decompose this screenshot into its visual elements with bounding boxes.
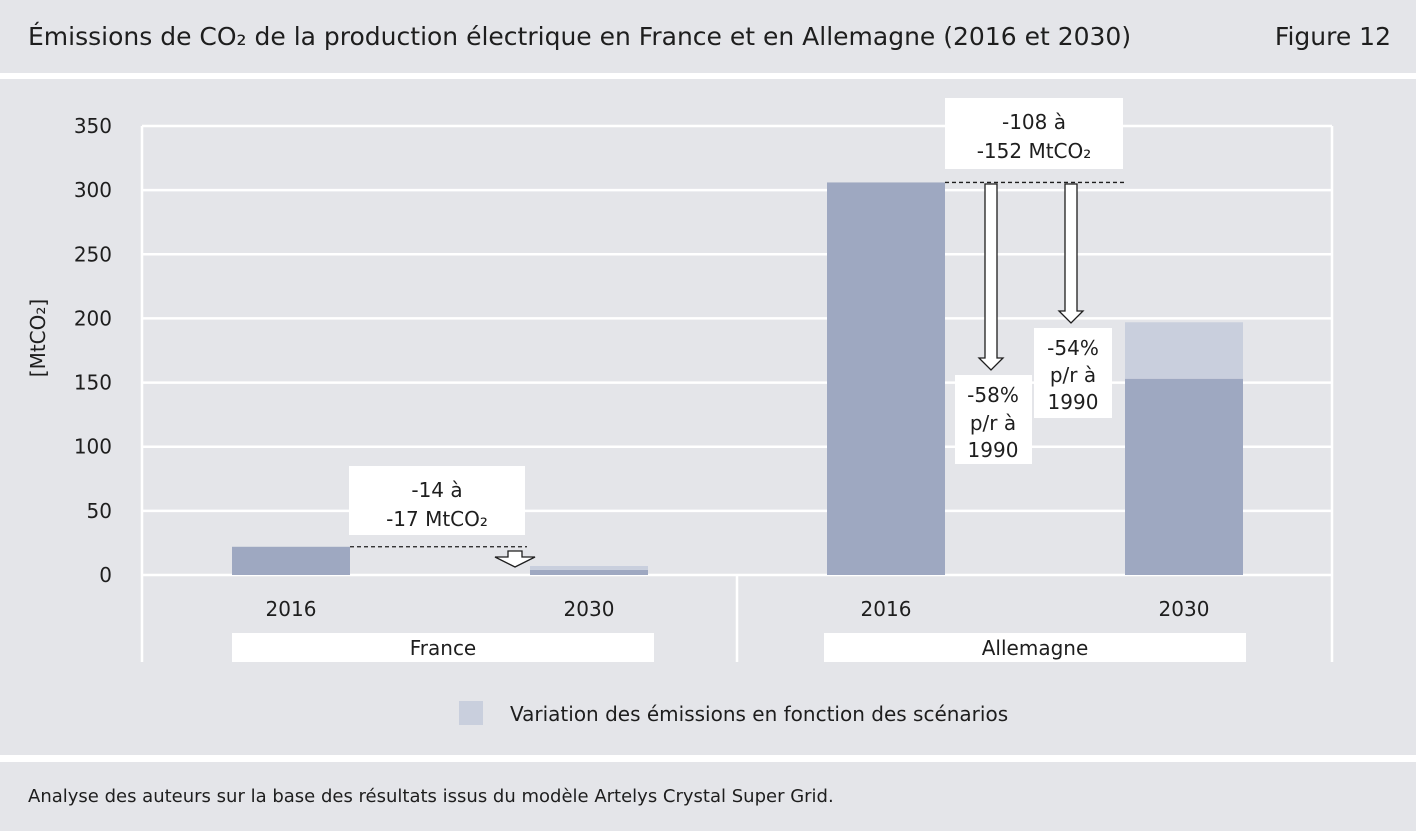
arrow-allemagne-2016 bbox=[977, 183, 1005, 371]
arrow-allemagne-2030 bbox=[1057, 183, 1085, 324]
y-tick-label: 100 bbox=[74, 435, 112, 459]
x-tick-label: 2016 bbox=[861, 597, 912, 621]
annotation-box bbox=[945, 98, 1123, 169]
annotation-text: -17 MtCO₂ bbox=[386, 507, 488, 531]
bar-allemagne-2016 bbox=[827, 182, 945, 575]
y-axis-label: [MtCO₂] bbox=[26, 299, 50, 377]
group-label-france: France bbox=[410, 636, 477, 660]
arrow-france bbox=[494, 550, 536, 568]
annotation-text: p/r à bbox=[1050, 363, 1096, 387]
bar-france-2016 bbox=[232, 546, 350, 575]
group-label-box bbox=[824, 633, 1246, 662]
bar-france-2030 bbox=[530, 569, 648, 575]
annotation-text: p/r à bbox=[970, 411, 1016, 435]
bar-allemagne-2030 bbox=[1125, 378, 1243, 575]
annotation-box bbox=[955, 375, 1032, 464]
annotation-text: 1990 bbox=[968, 438, 1019, 462]
legend-swatch-variation bbox=[459, 701, 483, 725]
annotation-text: -152 MtCO₂ bbox=[977, 139, 1092, 163]
x-tick-label: 2030 bbox=[1159, 597, 1210, 621]
annotation-box bbox=[349, 466, 525, 535]
annotation-text: 1990 bbox=[1048, 390, 1099, 414]
header-band: Émissions de CO₂ de la production électr… bbox=[0, 0, 1416, 73]
group-label-allemagne: Allemagne bbox=[982, 636, 1089, 660]
source-note: Analyse des auteurs sur la base des résu… bbox=[28, 786, 834, 807]
annotation-box bbox=[1034, 328, 1112, 418]
figure-label: Figure 12 bbox=[1274, 22, 1391, 51]
group-label-box bbox=[232, 633, 654, 662]
y-tick-label: 300 bbox=[74, 178, 112, 202]
x-tick-label: 2030 bbox=[564, 597, 615, 621]
annotation-text: -54% bbox=[1047, 336, 1099, 360]
chart-title: Émissions de CO₂ de la production électr… bbox=[28, 22, 1132, 51]
annotation-text: -108 à bbox=[1002, 110, 1066, 134]
legend-label-variation: Variation des émissions en fonction des … bbox=[510, 702, 1008, 726]
y-tick-label: 350 bbox=[74, 114, 112, 138]
annotation-text: -14 à bbox=[411, 478, 462, 502]
y-tick-label: 50 bbox=[87, 499, 112, 523]
annotation-text: -58% bbox=[967, 383, 1019, 407]
y-tick-label: 0 bbox=[99, 563, 112, 587]
bar-variation-france-2030 bbox=[530, 566, 648, 570]
y-tick-label: 250 bbox=[74, 242, 112, 266]
bar-variation-allemagne-2030 bbox=[1125, 322, 1243, 379]
y-tick-label: 150 bbox=[74, 371, 112, 395]
footer-band bbox=[0, 762, 1416, 831]
x-tick-label: 2016 bbox=[266, 597, 317, 621]
y-tick-label: 200 bbox=[74, 306, 112, 330]
